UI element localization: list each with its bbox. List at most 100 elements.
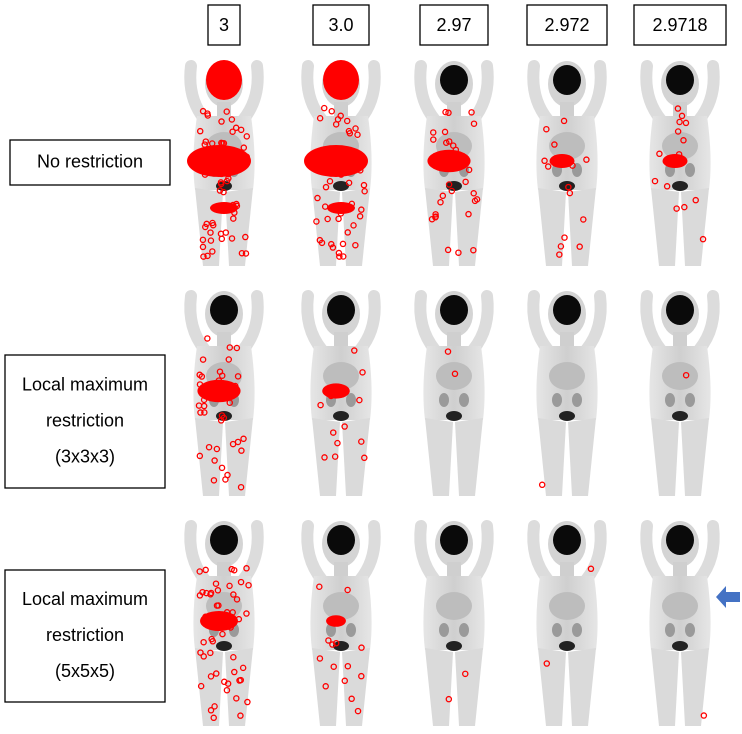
- hotspot: [199, 243, 207, 251]
- hotspot: [228, 235, 236, 242]
- hotspot: [219, 140, 226, 147]
- hotspot: [316, 655, 324, 662]
- hotspot: [207, 649, 214, 657]
- hotspot: [233, 200, 240, 208]
- hotspot: [541, 157, 548, 165]
- body-panel: [420, 521, 487, 726]
- hotspot: [239, 664, 247, 672]
- hotspot: [329, 167, 337, 174]
- hotspot: [207, 707, 215, 714]
- hotspot: [318, 239, 326, 247]
- hotspot: [557, 243, 565, 250]
- hotspot: [222, 476, 229, 483]
- hotspot: [243, 133, 251, 140]
- hotspot: [234, 438, 242, 446]
- hotspot: [651, 177, 659, 185]
- hotspot: [207, 229, 214, 236]
- body-panel: [190, 521, 257, 726]
- hotspot: [217, 179, 225, 186]
- hotspot: [352, 241, 359, 249]
- hotspot: [196, 568, 203, 575]
- hotspot: [569, 162, 576, 169]
- hotspot: [341, 423, 348, 430]
- hotspot: [237, 712, 244, 719]
- row-label: restriction: [46, 625, 124, 645]
- hotspot: [210, 477, 218, 484]
- body-panel: [646, 61, 713, 266]
- hotspot: [678, 112, 686, 120]
- hotspot: [207, 237, 215, 244]
- hotspot: [226, 399, 234, 406]
- body-panel: [190, 291, 257, 496]
- hotspot: [220, 188, 227, 196]
- hotspot: [322, 683, 329, 690]
- hotspot: [226, 344, 234, 351]
- hotspot: [207, 673, 215, 680]
- hotspot: [334, 439, 341, 447]
- column-label: 2.97: [436, 15, 471, 35]
- hotspot: [231, 668, 238, 676]
- hotspot: [330, 663, 337, 670]
- hotspot: [551, 141, 558, 148]
- hotspot: [211, 457, 218, 464]
- hotspot: [223, 609, 231, 616]
- hotspot: [321, 454, 328, 461]
- hotspot: [240, 144, 248, 151]
- body-panel: [533, 61, 600, 266]
- hotspot: [205, 443, 213, 451]
- hotspot: [543, 125, 550, 133]
- hotspot: [237, 676, 245, 684]
- body-panel: [420, 61, 487, 266]
- hotspot: [226, 582, 233, 590]
- hotspot: [200, 253, 207, 260]
- hotspot: [334, 161, 342, 168]
- hotspot: [330, 429, 337, 436]
- hotspot: [445, 138, 453, 145]
- hotspot: [209, 219, 216, 227]
- hotspot: [335, 215, 342, 223]
- hotspot: [538, 481, 546, 489]
- hotspot: [212, 580, 220, 587]
- hotspot: [358, 672, 365, 680]
- hotspot: [335, 249, 343, 257]
- hotspot: [200, 638, 207, 646]
- hotspot: [316, 115, 324, 122]
- hotspot: [544, 163, 552, 170]
- hotspot: [229, 146, 236, 154]
- hotspot: [204, 335, 211, 342]
- row-label: (5x5x5): [55, 661, 115, 681]
- hotspot: [656, 150, 663, 158]
- hotspot: [681, 203, 688, 211]
- hotspot: [356, 396, 363, 404]
- hotspot: [470, 246, 477, 254]
- hotspot: [339, 167, 346, 175]
- hotspot: [214, 587, 222, 594]
- hotspot: [314, 163, 322, 170]
- column-label: 2.972: [544, 15, 589, 35]
- hotspot: [452, 146, 460, 154]
- hotspot: [348, 695, 355, 703]
- hotspot: [329, 244, 337, 251]
- row-label: restriction: [46, 410, 124, 430]
- hotspot: [225, 165, 233, 172]
- hotspot: [341, 677, 349, 685]
- hotspot: [337, 210, 345, 217]
- brain-uptake: [206, 60, 242, 100]
- hotspot: [322, 150, 329, 157]
- hotspot: [218, 464, 226, 472]
- hotspot: [583, 156, 590, 163]
- hotspot: [209, 638, 217, 645]
- hotspot: [242, 250, 250, 257]
- hotspot: [195, 402, 203, 409]
- hotspot: [357, 167, 364, 174]
- hotspot: [445, 181, 453, 188]
- hotspot: [231, 382, 239, 390]
- column-box: [419, 4, 489, 46]
- hotspot: [217, 417, 225, 424]
- hotspot: [344, 586, 351, 594]
- hotspot: [225, 356, 233, 363]
- hotspot: [199, 236, 207, 244]
- hotspot: [210, 714, 217, 722]
- hotspot: [314, 194, 321, 202]
- hotspot: [443, 139, 450, 147]
